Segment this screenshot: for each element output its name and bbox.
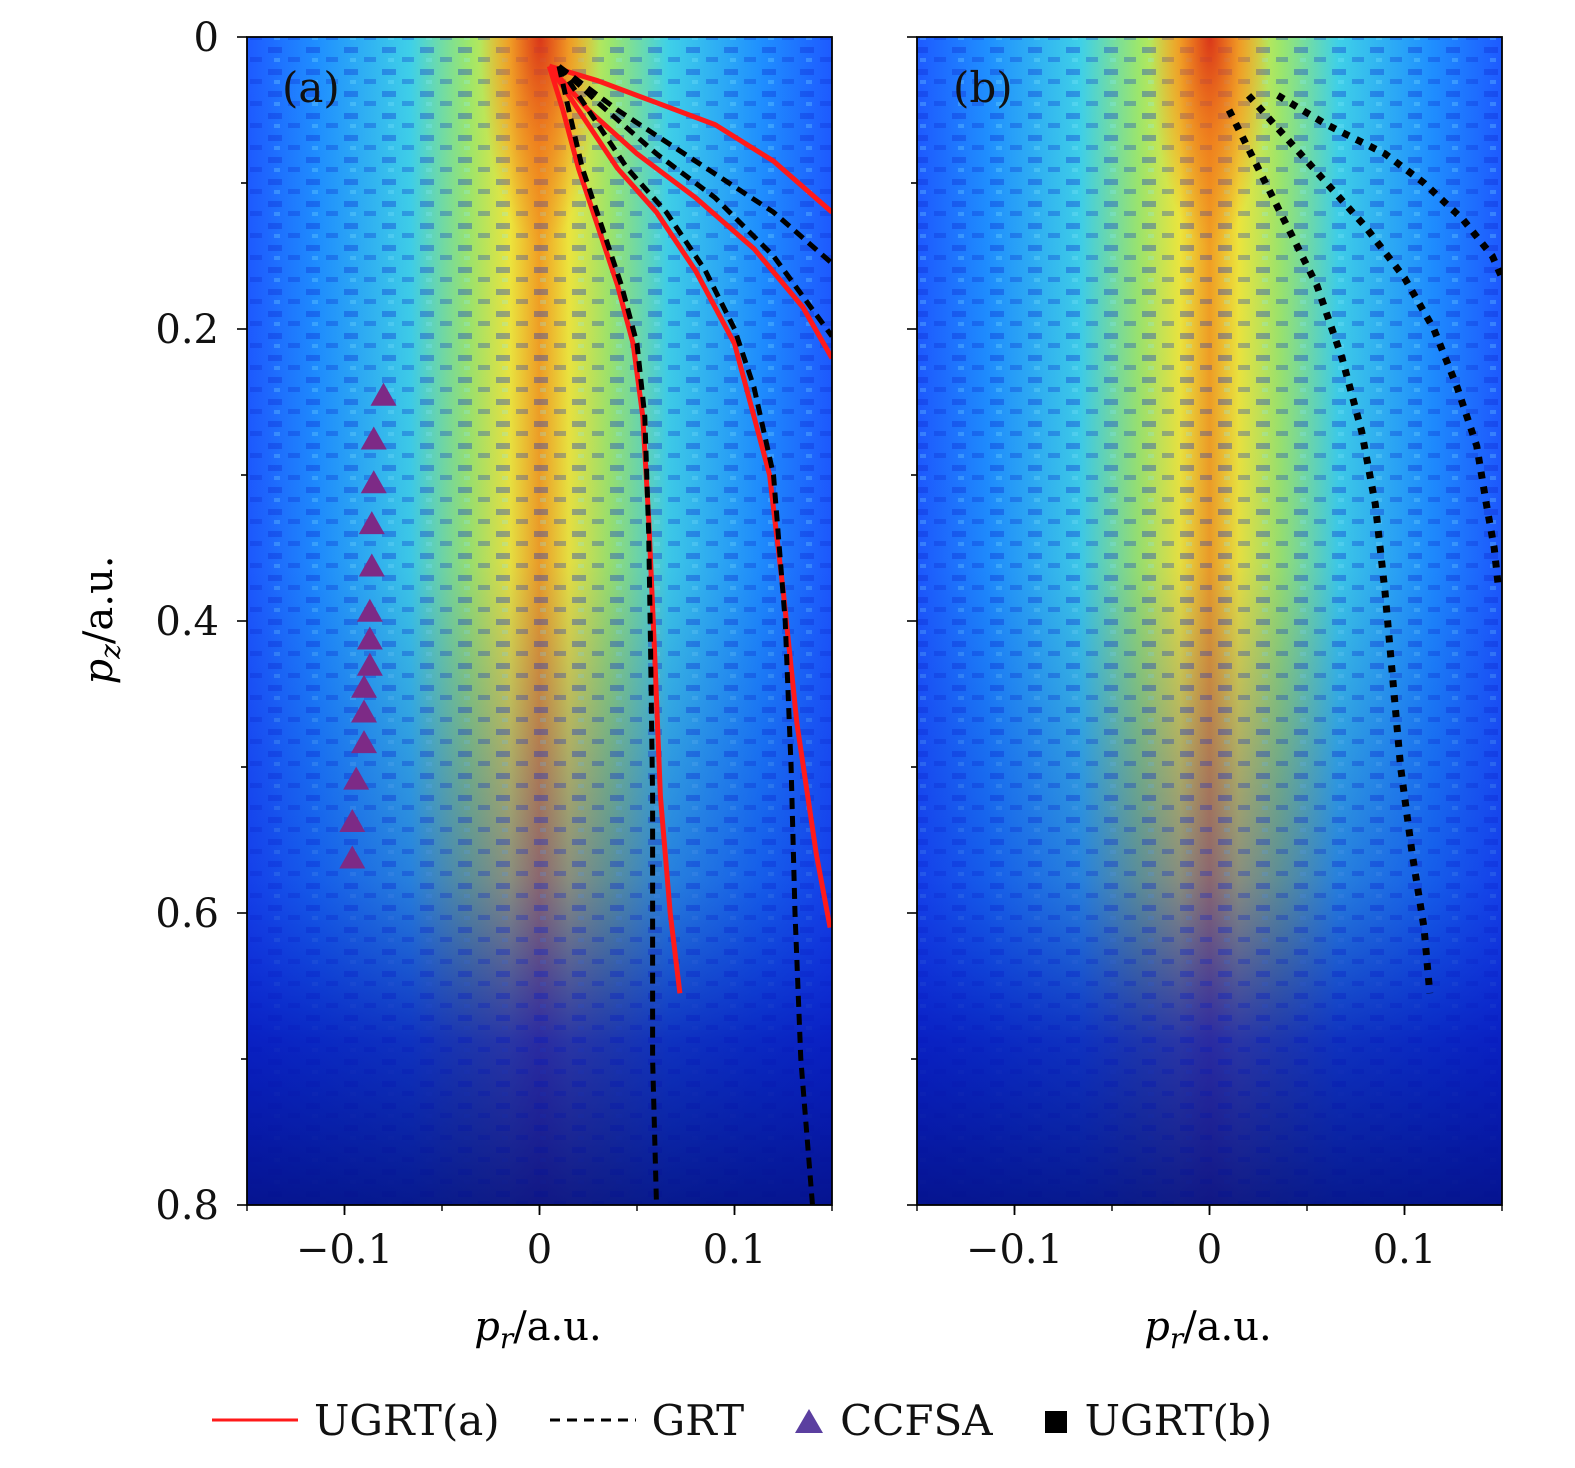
legend-triangle-icon — [795, 1409, 824, 1433]
legend-label-ugrt-b: UGRT(b) — [1084, 1395, 1273, 1445]
ccfsa-point — [358, 553, 385, 577]
panel-a-axes: −0.1 0 0.1 0 0.2 0.4 0.6 0.8 — [155, 15, 833, 1273]
ccfsa-point — [360, 426, 387, 450]
ccfsa-point — [351, 730, 377, 754]
panel-b-label: (b) — [953, 63, 1013, 112]
ccfsa-point — [360, 470, 387, 494]
legend-label-ugrt-a: UGRT(a) — [314, 1395, 500, 1445]
ccfsa-point — [370, 382, 397, 406]
legend-dashed-line-icon — [549, 1418, 636, 1422]
series-line-ugrta-1 — [547, 64, 832, 360]
ccfsa-point — [339, 809, 366, 833]
series-line-ugrtb-1 — [1245, 93, 1502, 585]
ccfsa-point — [351, 699, 377, 723]
panel-b-x-axis-title: pr/a.u. — [1144, 1304, 1272, 1355]
legend-item-ugrt-b: UGRT(b) — [1041, 1395, 1273, 1445]
ccfsa-point — [356, 652, 383, 676]
x-tick-label: −0.1 — [966, 1227, 1063, 1273]
legend-item-ccfsa: CCFSA — [792, 1396, 993, 1445]
ccfsa-point — [356, 598, 383, 622]
series-line-ugrtb-2 — [1225, 108, 1434, 994]
x-tick-label: 0 — [1197, 1227, 1222, 1273]
legend-label-ccfsa: CCFSA — [840, 1395, 993, 1445]
panel-b-series — [1225, 92, 1502, 994]
ccfsa-point — [351, 674, 377, 698]
y-tick-label: 0.4 — [155, 599, 219, 645]
ccfsa-point — [358, 511, 385, 535]
y-axis-title: pz/a.u. — [76, 556, 127, 685]
y-tick-label: 0 — [194, 15, 219, 61]
y-tick-label: 0.8 — [155, 1183, 219, 1229]
series-line-ugrta-0 — [548, 63, 832, 215]
series-line-grt-5 — [557, 64, 832, 338]
x-tick-label: −0.1 — [296, 1227, 393, 1273]
panel-b-heatmap — [917, 37, 1502, 1205]
series-line-ugrta-2 — [547, 64, 832, 929]
series-line-ugrtb-0 — [1276, 92, 1502, 280]
figure: −0.1 0 0.1 0 0.2 0.4 0.6 0.8 −0.1 0 0.1 (a) (b) p… — [76, 15, 1503, 1355]
series-line-grt-6 — [556, 64, 815, 1205]
panel-b-axes: −0.1 0 0.1 — [907, 36, 1503, 1273]
legend-square-icon — [1044, 1411, 1067, 1433]
ccfsa-point — [343, 766, 370, 790]
legend-label-grt: GRT — [651, 1395, 745, 1445]
y-tick-label: 0.2 — [155, 307, 219, 353]
legend: UGRT(a) GRT CCFSA UGRT(b) — [210, 1395, 1460, 1445]
series-line-grt-4 — [557, 64, 832, 266]
legend-item-grt: GRT — [548, 1396, 744, 1445]
x-tick-label: 0.1 — [1373, 1227, 1437, 1273]
series-line-grt-7 — [556, 65, 659, 1205]
panel-a-label: (a) — [282, 63, 340, 112]
y-tick-label: 0.6 — [155, 891, 219, 937]
x-tick-label: 0 — [527, 1227, 552, 1273]
panel-a-series — [339, 63, 832, 1205]
ccfsa-point — [356, 626, 383, 650]
panel-a-x-axis-title: pr/a.u. — [474, 1304, 602, 1355]
legend-line-icon — [212, 1418, 298, 1422]
legend-item-ugrt-a: UGRT(a) — [210, 1396, 500, 1445]
panel-a-heatmap — [247, 37, 832, 1205]
x-tick-label: 0.1 — [703, 1227, 767, 1273]
ccfsa-point — [339, 845, 366, 869]
series-line-ugrta-3 — [546, 65, 683, 994]
